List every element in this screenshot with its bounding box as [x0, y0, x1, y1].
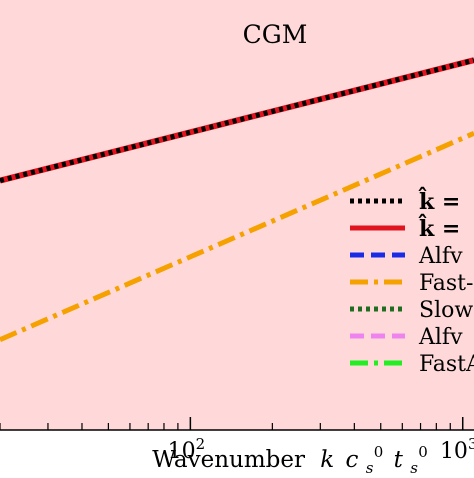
legend-label-5: Alfv [418, 325, 463, 350]
legend-label-2: Alfv [418, 244, 463, 269]
axes-layer: 102 103 [0, 417, 474, 464]
x-axis-label: Wavenumber k c s 0 t s 0 [152, 437, 428, 474]
chart-title: CGM [243, 20, 308, 49]
x-axis-label-s-sub2: s [410, 459, 418, 474]
legend-label-1: k̂ = [418, 214, 460, 242]
legend-label-6: FastA [419, 352, 474, 377]
x-axis-label-zero-sup: 0 [374, 443, 384, 461]
x-axis-label-zero-sup2: 0 [418, 443, 428, 461]
series-line-0 [0, 57, 474, 184]
x-axis-label-k: k [320, 447, 334, 473]
x-tick-label-0: 102 [168, 435, 206, 464]
legend-label-0: k̂ = [418, 187, 460, 215]
x-axis-label-c: c [346, 447, 359, 473]
x-axis-label-s-sub: s [366, 459, 374, 474]
x-tick-label-1: 103 [440, 435, 474, 464]
legend-label-3: Fast- [419, 271, 473, 296]
x-axis-label-t: t [394, 447, 404, 473]
plot-background [0, 0, 474, 430]
x-axis-label-text: Wavenumber [152, 447, 305, 473]
legend-label-4: Slow [419, 298, 473, 323]
series-layer [0, 57, 474, 342]
